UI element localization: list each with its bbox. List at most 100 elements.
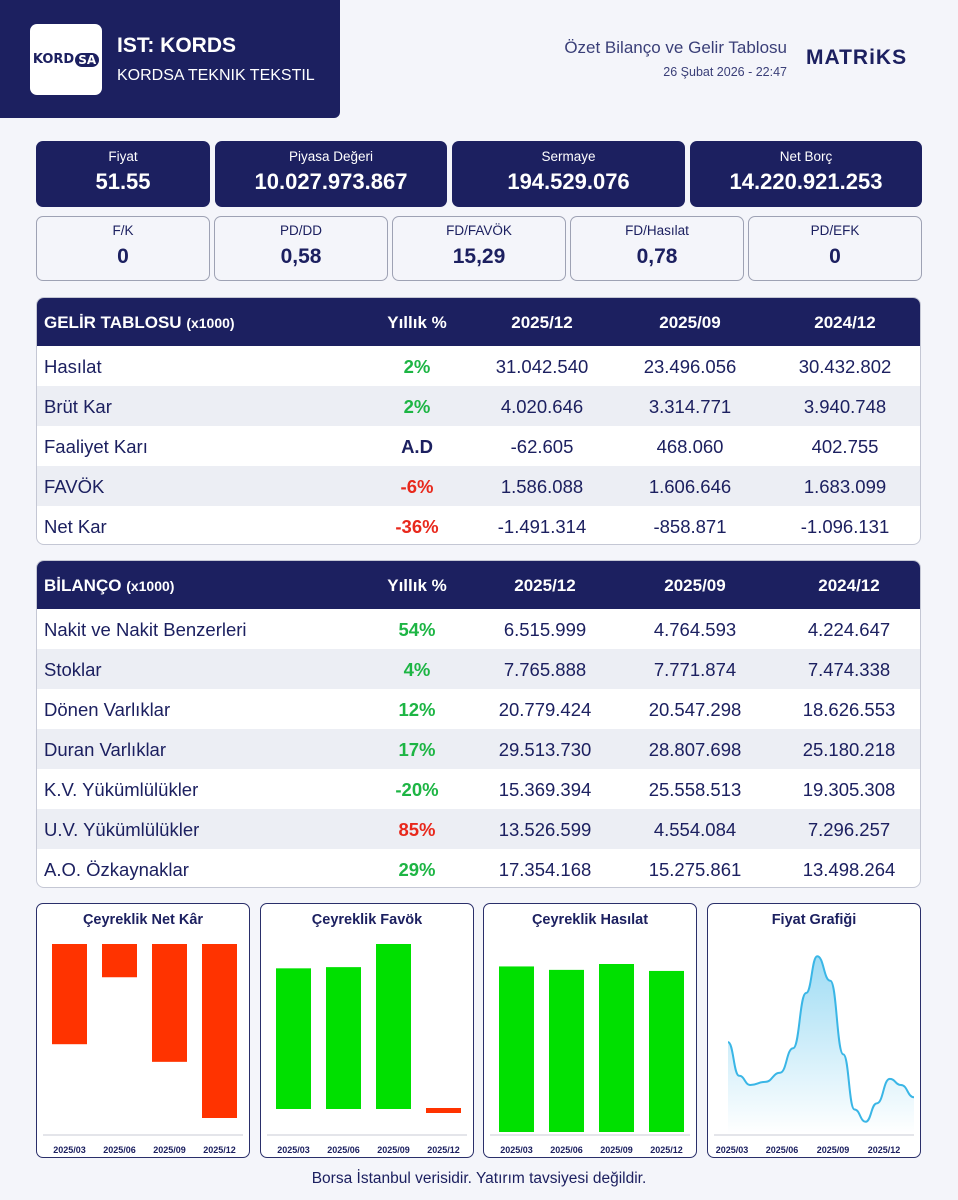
row-label: Hasılat: [44, 356, 102, 377]
ratio-card-fd-favok: FD/FAVÖK 15,29: [392, 216, 566, 281]
company-logo: KORD SA: [30, 24, 102, 95]
table-title: BİLANÇO (x1000): [44, 576, 174, 596]
table-row: A.O. Özkaynaklar 29% 17.354.168 15.275.861 1…: [37, 849, 920, 887]
row-value: 17.354.168: [498, 859, 592, 880]
x-tick-label: 2025/12: [868, 1145, 901, 1155]
bar-2025/12: [649, 970, 684, 1132]
metric-label: Piyasa Değeri: [288, 149, 374, 164]
x-tick-label: 2025/09: [600, 1145, 633, 1155]
row-yoy-change: 85%: [398, 819, 436, 840]
table-row: Dönen Varlıklar 12% 20.779.424 20.547.298 18…: [37, 689, 920, 729]
ratio-value: 0: [117, 245, 129, 268]
chart-svg: 2025/03 2025/06 2025/09 2025/12: [43, 944, 243, 1155]
chart-title: Fiyat Grafiği: [771, 912, 857, 928]
row-yoy-change: 4%: [403, 659, 431, 680]
logo-text-a: KORD: [32, 52, 75, 67]
report-title: Özet Bilanço ve Gelir Tablosu: [564, 38, 787, 57]
row-value: 1.606.646: [648, 476, 732, 497]
report-date: 26 Şubat 2026 - 22:47: [663, 65, 787, 79]
row-label: FAVÖK: [44, 476, 105, 497]
chart-title: Çeyreklik Hasılat: [531, 912, 649, 928]
row-label: Brüt Kar: [44, 396, 112, 417]
table-title-text: GELİR TABLOSU: [44, 313, 182, 332]
bar-2025/06: [326, 967, 361, 1109]
row-label: Net Kar: [44, 516, 107, 537]
x-tick-label: 2025/09: [153, 1145, 186, 1155]
row-yoy-change: 12%: [398, 699, 436, 720]
table-unit: (x1000): [126, 578, 175, 594]
row-yoy-change: -36%: [395, 516, 439, 537]
bar-2025/12: [426, 1108, 461, 1113]
row-value: -858.871: [653, 516, 727, 537]
x-tick-label: 2025/12: [427, 1145, 460, 1155]
ratio-value: 0,58: [280, 245, 322, 268]
table-row: Net Kar -36% -1.491.314 -858.871 -1.096.131: [37, 506, 920, 544]
row-value: -1.096.131: [800, 516, 890, 537]
ratio-value: 15,29: [452, 245, 506, 268]
x-tick-label: 2025/03: [53, 1145, 86, 1155]
chart-title: Çeyreklik Favök: [311, 912, 423, 928]
ratio-label: PD/DD: [279, 223, 322, 238]
row-value: -1.491.314: [497, 516, 587, 537]
row-value: 3.940.748: [803, 396, 887, 417]
row-label: Stoklar: [44, 659, 102, 680]
row-value: 4.224.647: [807, 619, 891, 640]
row-yoy-change: 17%: [398, 739, 436, 760]
chart-quarterly-net-profit: Çeyreklik Net Kâr 2025/03 2025/06 2025/09 2…: [36, 903, 250, 1158]
row-value: 15.369.394: [498, 779, 592, 800]
metric-value: 51.55: [95, 169, 151, 194]
table-row: Duran Varlıklar 17% 29.513.730 28.807.698 25…: [37, 729, 920, 769]
row-value: 30.432.802: [798, 356, 892, 377]
x-tick-label: 2025/12: [203, 1145, 236, 1155]
row-value: 6.515.999: [503, 619, 587, 640]
bar-2025/06: [549, 969, 584, 1132]
row-value: 13.526.599: [498, 819, 592, 840]
table-row: Stoklar 4% 7.765.888 7.771.874 7.474.338: [37, 649, 920, 689]
x-tick-label: 2025/06: [766, 1145, 799, 1155]
table-row: Brüt Kar 2% 4.020.646 3.314.771 3.940.748: [37, 386, 920, 426]
x-tick-label: 2025/06: [103, 1145, 136, 1155]
ratio-card-pddd: PD/DD 0,58: [214, 216, 388, 281]
row-yoy-change: -6%: [400, 476, 434, 497]
row-value: 15.275.861: [648, 859, 742, 880]
chart-svg: 2025/03 2025/06 2025/09 2025/12: [490, 964, 690, 1155]
chart-price: Fiyat Grafiği 2025/03 2025/06 2025/09 2025/…: [707, 903, 921, 1158]
table-header: GELİR TABLOSU (x1000) Yıllık % 2025/12 2…: [37, 298, 920, 346]
row-value: 402.755: [811, 436, 879, 457]
row-value: 23.496.056: [643, 356, 737, 377]
row-yoy-change: 2%: [403, 396, 431, 417]
row-value: 18.626.553: [802, 699, 896, 720]
row-yoy-change: A.D: [401, 436, 433, 457]
row-label: K.V. Yükümlülükler: [44, 779, 199, 800]
column-header-yoy: Yıllık %: [387, 313, 447, 332]
row-yoy-change: 29%: [398, 859, 436, 880]
metric-card-net-debt: Net Borç 14.220.921.253: [690, 141, 922, 207]
row-value: 20.779.424: [498, 699, 592, 720]
row-value: 13.498.264: [802, 859, 896, 880]
x-tick-label: 2025/12: [650, 1145, 683, 1155]
metric-label: Net Borç: [779, 149, 833, 164]
bar-2025/03: [276, 968, 311, 1109]
column-header-period: 2024/12: [818, 576, 880, 595]
metric-card-price: Fiyat 51.55: [36, 141, 210, 207]
table-unit: (x1000): [186, 315, 235, 331]
chart-quarterly-ebitda: Çeyreklik Favök 2025/03 2025/06 2025/09 202…: [260, 903, 474, 1158]
metric-label: Fiyat: [108, 149, 138, 164]
metric-value: 10.027.973.867: [254, 169, 408, 194]
table-row: Nakit ve Nakit Benzerleri 54% 6.515.999 4.7…: [37, 609, 920, 649]
row-value: 1.586.088: [500, 476, 584, 497]
bar-2025/12: [202, 944, 237, 1118]
chart-svg: 2025/03 2025/06 2025/09 2025/12: [714, 955, 915, 1155]
x-tick-label: 2025/06: [327, 1145, 360, 1155]
chart-quarterly-revenue: Çeyreklik Hasılat 2025/03 2025/06 2025/09 2…: [483, 903, 697, 1158]
row-label: Duran Varlıklar: [44, 739, 167, 760]
bar-2025/09: [599, 964, 634, 1132]
x-tick-label: 2025/09: [377, 1145, 410, 1155]
row-value: 7.296.257: [807, 819, 891, 840]
x-tick-label: 2025/03: [277, 1145, 310, 1155]
row-value: 468.060: [656, 436, 724, 457]
ratio-card-fk: F/K 0: [36, 216, 210, 281]
price-line: [727, 955, 915, 1123]
metric-card-capital: Sermaye 194.529.076: [452, 141, 685, 207]
ratio-card-fd-hasilat: FD/Hasılat 0,78: [570, 216, 744, 281]
